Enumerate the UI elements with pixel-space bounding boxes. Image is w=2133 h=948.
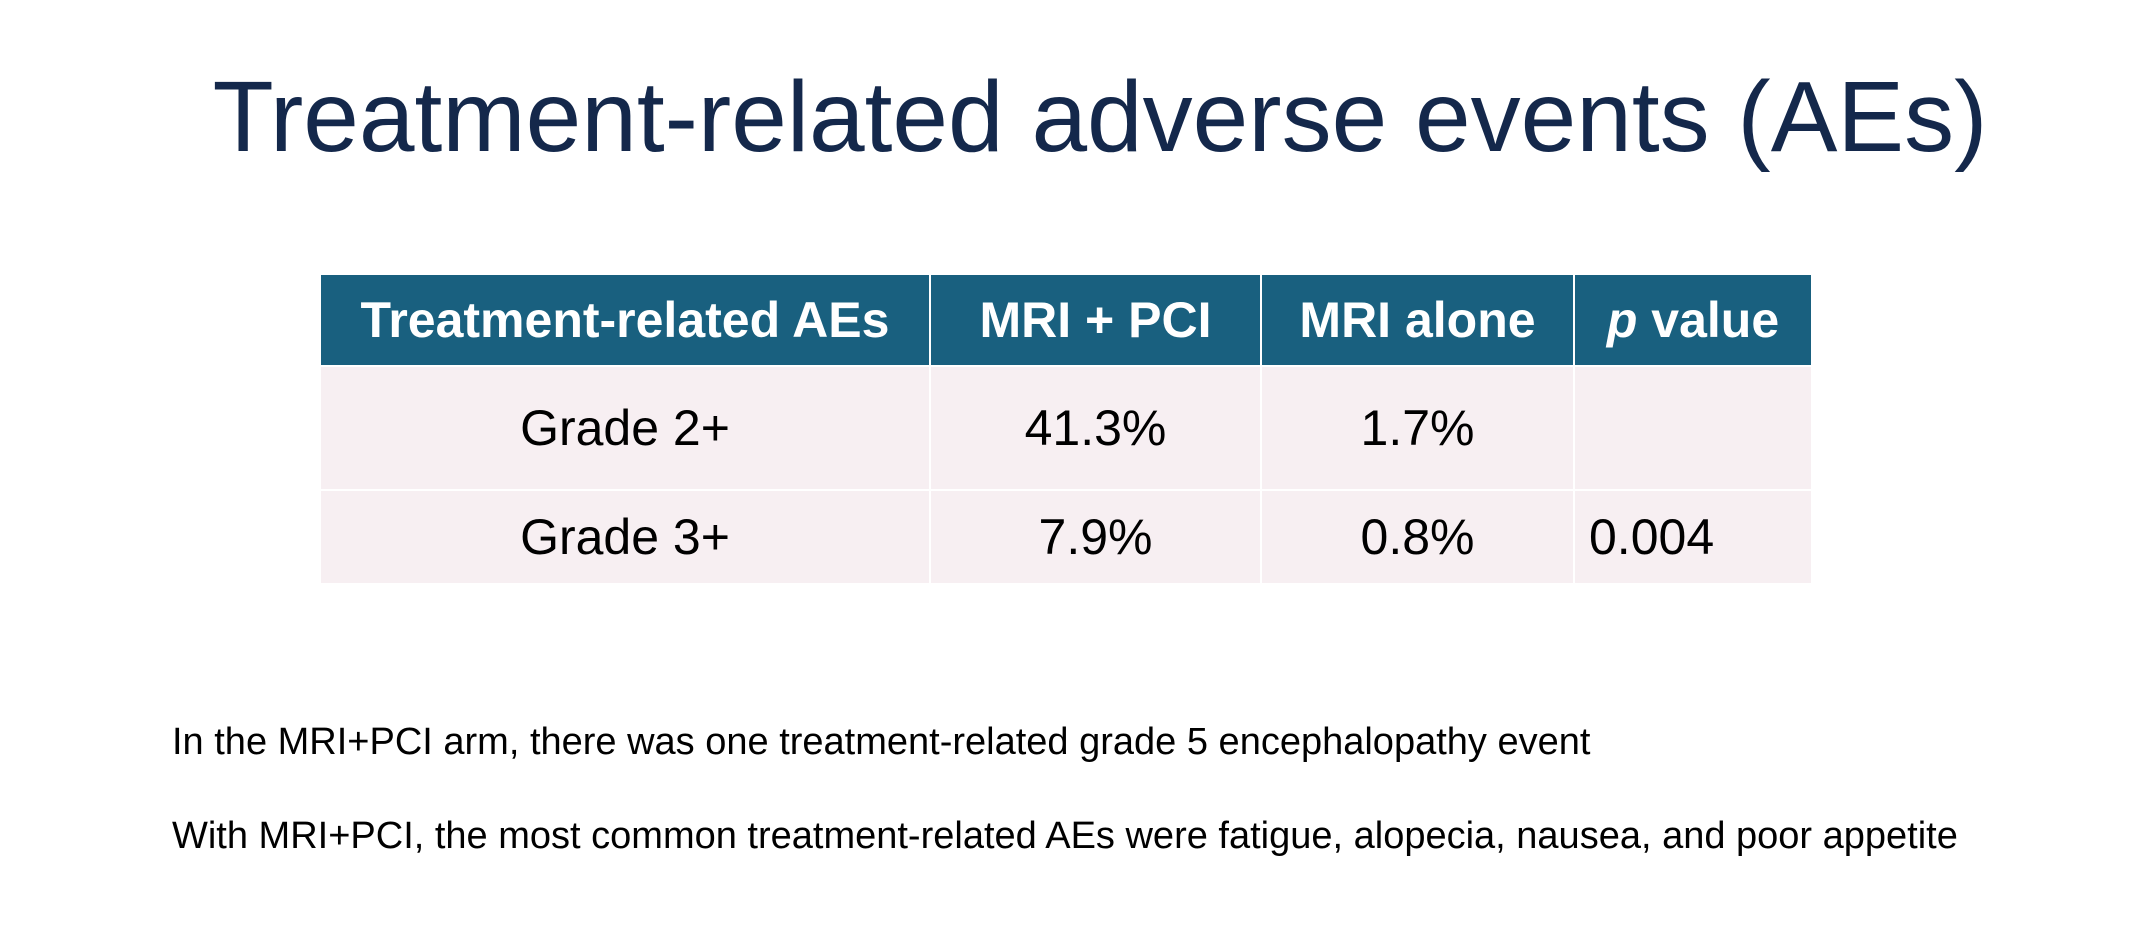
table-row: Grade 2+ 41.3% 1.7% — [319, 365, 1813, 491]
header-p-rest: value — [1637, 292, 1780, 348]
cell-mri-alone: 1.7% — [1260, 365, 1575, 491]
row-label: Grade 3+ — [319, 489, 931, 585]
note-common-aes: With MRI+PCI, the most common treatment-… — [172, 815, 1958, 857]
note-encephalopathy: In the MRI+PCI arm, there was one treatm… — [172, 721, 1591, 763]
cell-p-value: 0.004 — [1573, 489, 1813, 585]
table-row: Grade 3+ 7.9% 0.8% 0.004 — [319, 489, 1813, 585]
cell-mri-pci: 41.3% — [929, 365, 1262, 491]
slide-title: Treatment-related adverse events (AEs) — [212, 61, 1988, 173]
row-label: Grade 2+ — [319, 365, 931, 491]
cell-mri-alone: 0.8% — [1260, 489, 1575, 585]
header-mri-pci: MRI + PCI — [929, 273, 1262, 367]
header-treatment-related-aes: Treatment-related AEs — [319, 273, 931, 367]
header-mri-alone: MRI alone — [1260, 273, 1575, 367]
adverse-events-table: Treatment-related AEs MRI + PCI MRI alon… — [319, 273, 1813, 585]
table-header-row: Treatment-related AEs MRI + PCI MRI alon… — [319, 273, 1813, 367]
header-p-italic: p — [1606, 292, 1638, 348]
header-p-value: p value — [1573, 273, 1813, 367]
cell-mri-pci: 7.9% — [929, 489, 1262, 585]
cell-p-value — [1573, 365, 1813, 491]
